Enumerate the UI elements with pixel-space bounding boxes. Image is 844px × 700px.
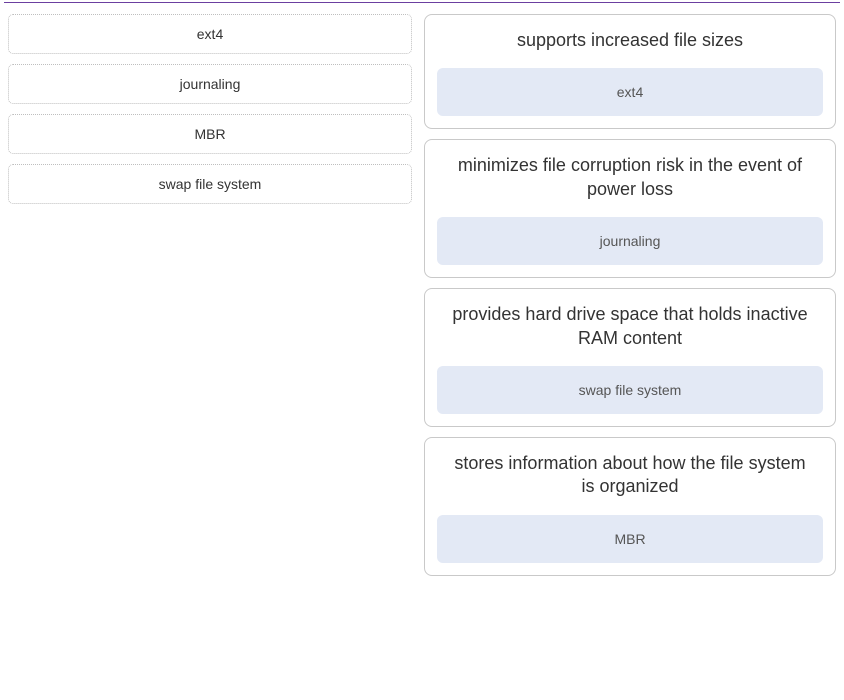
source-item-label: ext4	[197, 26, 223, 42]
source-item-label: journaling	[180, 76, 241, 92]
drop-slot[interactable]: ext4	[437, 68, 823, 116]
source-column: ext4 journaling MBR swap file system	[8, 14, 412, 576]
top-divider	[4, 2, 840, 3]
source-item-label: swap file system	[159, 176, 262, 192]
source-item[interactable]: MBR	[8, 114, 412, 154]
matching-container: ext4 journaling MBR swap file system sup…	[0, 0, 844, 584]
source-item[interactable]: ext4	[8, 14, 412, 54]
drop-slot-value: MBR	[614, 531, 645, 547]
target-prompt: minimizes file corruption risk in the ev…	[437, 150, 823, 203]
target-prompt: stores information about how the file sy…	[437, 448, 823, 501]
drop-slot[interactable]: swap file system	[437, 366, 823, 414]
source-item[interactable]: swap file system	[8, 164, 412, 204]
drop-slot-value: ext4	[617, 84, 643, 100]
target-prompt: provides hard drive space that holds ina…	[437, 299, 823, 352]
target-card: supports increased file sizes ext4	[424, 14, 836, 129]
drop-slot[interactable]: MBR	[437, 515, 823, 563]
drop-slot-value: swap file system	[579, 382, 682, 398]
source-item[interactable]: journaling	[8, 64, 412, 104]
target-card: provides hard drive space that holds ina…	[424, 288, 836, 427]
target-card: minimizes file corruption risk in the ev…	[424, 139, 836, 278]
drop-slot[interactable]: journaling	[437, 217, 823, 265]
target-prompt: supports increased file sizes	[437, 25, 823, 54]
target-card: stores information about how the file sy…	[424, 437, 836, 576]
target-column: supports increased file sizes ext4 minim…	[424, 14, 836, 576]
source-item-label: MBR	[194, 126, 225, 142]
drop-slot-value: journaling	[600, 233, 661, 249]
